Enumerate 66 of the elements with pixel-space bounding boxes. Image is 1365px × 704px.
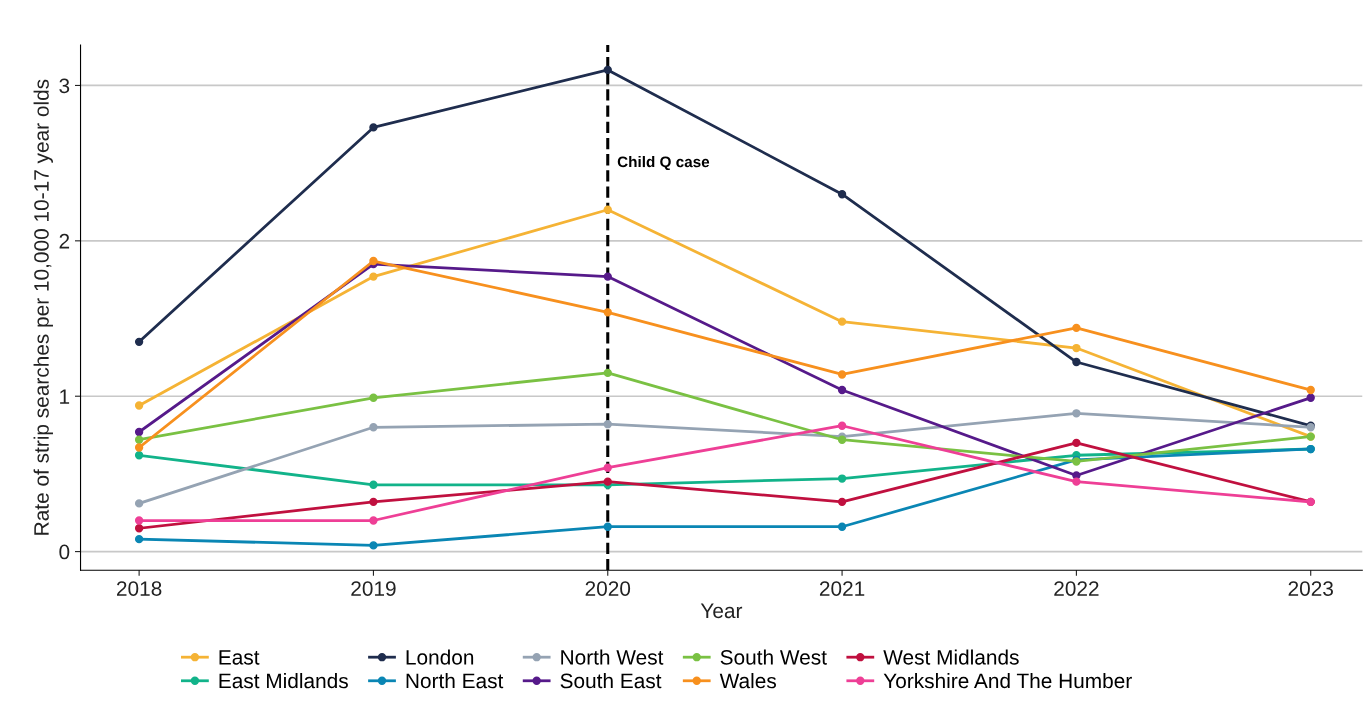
point (134, 427, 144, 437)
point (1072, 409, 1081, 418)
point (837, 497, 847, 507)
point (134, 451, 144, 460)
legend-label: West Midlands (883, 649, 1019, 665)
point (603, 308, 612, 317)
legend-label: North East (406, 672, 504, 689)
legend-label: North West (561, 649, 664, 665)
x-tick-label: 2019 (351, 581, 396, 596)
y-tick-label: 0 (59, 544, 70, 560)
point (369, 123, 378, 132)
x-tick-label: 2018 (116, 581, 162, 596)
point (369, 480, 378, 489)
y-tick-label: 1 (60, 389, 70, 404)
point (603, 420, 612, 429)
point (134, 337, 144, 346)
point (134, 534, 144, 544)
legend-label: Wales (719, 672, 776, 689)
point (603, 368, 612, 378)
point (369, 497, 378, 507)
legend-label: East (219, 650, 260, 665)
point (1072, 323, 1081, 333)
y-axis-title: Rate of strip searches per 10,000 10-17 year olds (33, 79, 53, 535)
point (134, 499, 144, 508)
point (837, 421, 847, 430)
legend-label: South East (560, 672, 662, 689)
point (837, 474, 847, 483)
legend-label: East Midlands (219, 672, 348, 689)
legend-label: South West (720, 649, 827, 665)
point (603, 463, 612, 472)
point (603, 522, 612, 531)
point (603, 65, 612, 75)
point (603, 205, 612, 214)
point (1072, 477, 1081, 486)
point (369, 393, 378, 402)
point (837, 370, 847, 379)
ref-line-label: Child Q case (617, 156, 710, 171)
point (837, 522, 847, 531)
point (837, 190, 847, 199)
point (1306, 393, 1315, 402)
point (1072, 471, 1081, 480)
x-axis-title: Year (700, 603, 743, 619)
point (369, 272, 378, 281)
point (1072, 438, 1081, 447)
point (134, 524, 144, 533)
point (1072, 357, 1081, 367)
point (369, 516, 378, 525)
point (837, 317, 847, 326)
x-tick-label: 2021 (819, 581, 865, 596)
point (837, 385, 847, 395)
y-tick-label: 2 (59, 233, 70, 249)
x-tick-label: 2023 (1288, 581, 1333, 596)
y-tick-label: 3 (59, 78, 70, 94)
point (134, 443, 144, 452)
point (134, 401, 144, 410)
x-tick-label: 2020 (585, 581, 631, 596)
legend-label: Yorkshire And The Humber (883, 672, 1132, 689)
point (369, 541, 378, 550)
x-tick-label: 2022 (1054, 581, 1099, 596)
legend-label: London (406, 649, 474, 665)
point (603, 272, 612, 281)
point (1072, 343, 1081, 353)
point (1306, 385, 1315, 395)
point (134, 516, 144, 525)
point (369, 423, 378, 432)
point (134, 435, 144, 444)
